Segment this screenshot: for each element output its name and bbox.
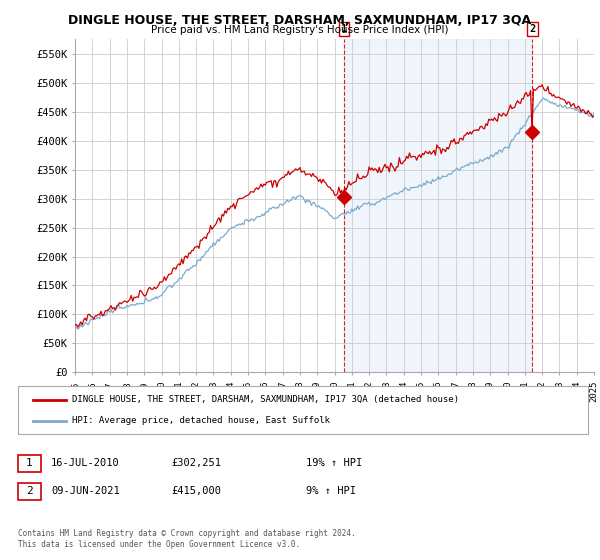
Text: 2: 2: [26, 486, 33, 496]
Text: DINGLE HOUSE, THE STREET, DARSHAM, SAXMUNDHAM, IP17 3QA (detached house): DINGLE HOUSE, THE STREET, DARSHAM, SAXMU…: [72, 395, 459, 404]
Text: Price paid vs. HM Land Registry's House Price Index (HPI): Price paid vs. HM Land Registry's House …: [151, 25, 449, 35]
Text: DINGLE HOUSE, THE STREET, DARSHAM, SAXMUNDHAM, IP17 3QA: DINGLE HOUSE, THE STREET, DARSHAM, SAXMU…: [68, 14, 532, 27]
Text: 09-JUN-2021: 09-JUN-2021: [51, 486, 120, 496]
Text: Contains HM Land Registry data © Crown copyright and database right 2024.
This d: Contains HM Land Registry data © Crown c…: [18, 529, 356, 549]
Text: 19% ↑ HPI: 19% ↑ HPI: [306, 458, 362, 468]
Text: £415,000: £415,000: [171, 486, 221, 496]
Text: 9% ↑ HPI: 9% ↑ HPI: [306, 486, 356, 496]
Bar: [344, 39, 532, 372]
Text: 1: 1: [341, 24, 347, 34]
Text: 2: 2: [529, 24, 536, 34]
Text: 1: 1: [26, 458, 33, 468]
Text: 16-JUL-2010: 16-JUL-2010: [51, 458, 120, 468]
Text: HPI: Average price, detached house, East Suffolk: HPI: Average price, detached house, East…: [72, 416, 330, 425]
Text: £302,251: £302,251: [171, 458, 221, 468]
